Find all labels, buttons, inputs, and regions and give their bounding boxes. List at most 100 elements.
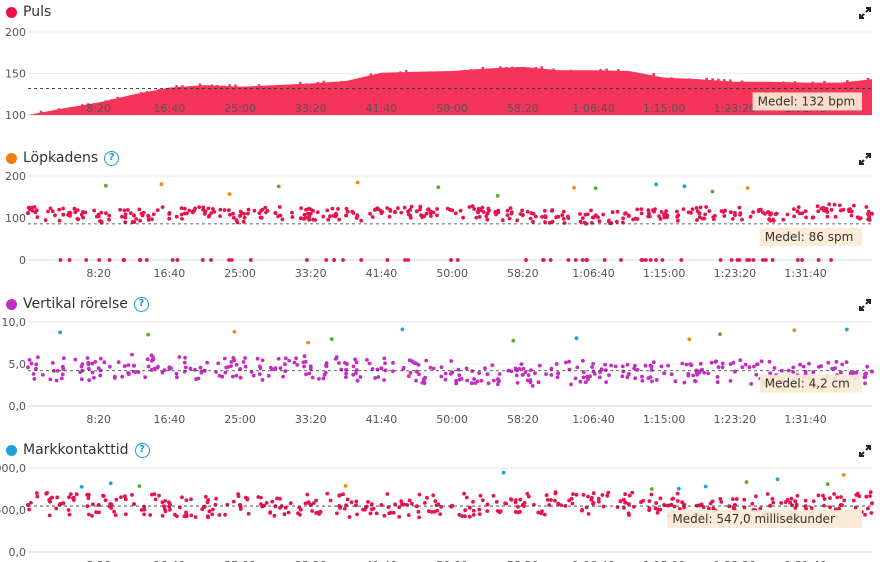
data-point [223, 370, 228, 375]
data-point [67, 495, 71, 500]
data-point [238, 375, 243, 380]
heart-rate-sample [393, 73, 396, 115]
data-point [719, 500, 724, 504]
data-point [749, 382, 754, 386]
vertical-oscillation-panel: Vertikal rörelse ? 10,0 5,0 0,0 8:20 16:40 25… [0, 292, 880, 430]
data-point [87, 378, 91, 383]
data-point [234, 373, 239, 378]
heart-rate-sample [693, 80, 697, 115]
data-point [542, 512, 547, 517]
data-point [248, 258, 253, 262]
data-point [785, 212, 790, 217]
data-point [212, 210, 217, 214]
data-point [184, 498, 189, 502]
expand-icon[interactable] [858, 444, 872, 458]
ground-contact-chart[interactable]: 1 000,0500,00,08:2016:4025:0033:2041:405… [0, 458, 880, 562]
data-point [591, 500, 596, 505]
data-point [623, 211, 627, 216]
data-point [646, 208, 651, 212]
data-point [58, 258, 63, 262]
cadence-chart[interactable]: 200 100 0 8:20 16:40 25:00 33:20 41:40 50:00 58:2… [0, 166, 880, 284]
data-point [460, 514, 465, 518]
data-point [449, 258, 453, 262]
data-point [103, 498, 108, 503]
data-point [234, 218, 239, 222]
heart-rate-sample [634, 72, 638, 115]
data-point [382, 513, 387, 518]
data-point [174, 371, 179, 376]
heart-rate-sample [422, 73, 426, 115]
data-point [299, 507, 303, 512]
data-point [283, 369, 288, 373]
data-point [658, 496, 663, 501]
x-tick-label: 1:06:40 [572, 267, 614, 280]
heart-rate-sample [57, 108, 60, 115]
heart-rate-chart[interactable]: 200 150 100 8:20 16:40 25:00 33:20 41:40 50:00 58… [0, 20, 880, 138]
expand-icon[interactable] [858, 6, 872, 20]
data-point [359, 258, 364, 262]
data-point [101, 493, 105, 498]
data-point [79, 377, 84, 382]
data-point [96, 503, 101, 507]
heart-rate-legend-dot [6, 6, 17, 18]
data-point [497, 372, 502, 376]
ground-contact-panel: Markkontakttid ? 1 000,0500,00,08:2016:4… [0, 438, 880, 562]
average-label-box [759, 374, 862, 393]
data-point [264, 501, 269, 505]
data-point [781, 217, 786, 222]
data-point [410, 359, 415, 363]
data-point [107, 213, 112, 218]
data-point [354, 360, 359, 365]
data-point [586, 494, 590, 499]
data-point [703, 212, 707, 217]
data-point [305, 258, 309, 262]
data-point [788, 500, 793, 505]
data-point [354, 503, 358, 508]
data-point [604, 368, 608, 372]
data-point [827, 202, 832, 207]
help-icon[interactable]: ? [134, 442, 150, 458]
data-point [90, 361, 95, 366]
data-point [406, 513, 411, 517]
data-point [811, 370, 816, 374]
data-point [548, 258, 553, 262]
data-point [260, 378, 265, 382]
data-point [107, 504, 112, 509]
data-point [182, 514, 187, 519]
data-point [391, 361, 395, 365]
outlier-point [276, 184, 281, 189]
data-point [90, 514, 94, 518]
data-point [523, 370, 528, 375]
data-point [817, 365, 821, 369]
data-point [625, 375, 630, 380]
data-point [303, 501, 308, 506]
data-point [122, 494, 127, 498]
data-point [655, 510, 660, 515]
data-point [324, 364, 329, 369]
data-point [855, 215, 860, 220]
data-point [485, 509, 490, 513]
data-point [354, 371, 358, 375]
data-point [133, 370, 138, 374]
heart-rate-panel: Puls 200 150 100 8:20 16:40 25:00 33:20 41:40 50… [0, 0, 880, 138]
help-icon[interactable]: ? [133, 296, 149, 312]
data-point [621, 216, 625, 221]
data-point [73, 210, 78, 215]
data-point [866, 209, 871, 214]
data-point [586, 512, 591, 516]
data-point [627, 493, 632, 498]
data-point [821, 493, 825, 498]
data-point [30, 205, 34, 210]
help-icon[interactable]: ? [104, 150, 120, 166]
data-point [344, 206, 349, 211]
outlier-point [572, 185, 576, 190]
expand-icon[interactable] [858, 152, 872, 166]
heart-rate-sample [145, 91, 149, 115]
data-point [419, 213, 423, 218]
heart-rate-sample [263, 86, 267, 115]
vertical-oscillation-chart[interactable]: 10,0 5,0 0,0 8:20 16:40 25:00 33:20 41:40 50:00 5… [0, 312, 880, 430]
expand-icon[interactable] [858, 298, 872, 312]
data-point [143, 375, 148, 380]
data-point [152, 366, 157, 371]
data-point [472, 207, 477, 211]
